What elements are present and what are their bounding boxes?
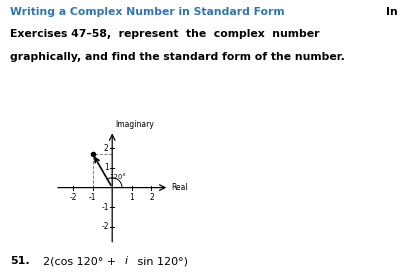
Text: -2: -2: [101, 222, 109, 231]
Text: 1: 1: [129, 193, 134, 202]
Text: In: In: [386, 7, 398, 17]
Text: Imaginary: Imaginary: [115, 120, 154, 129]
Text: 2(cos 120° +: 2(cos 120° +: [43, 256, 120, 266]
Text: graphically, and find the standard form of the number.: graphically, and find the standard form …: [10, 52, 345, 62]
Text: Writing a Complex Number in Standard Form: Writing a Complex Number in Standard For…: [10, 7, 285, 17]
Text: 51.: 51.: [10, 256, 30, 266]
Text: Exercises 47–58,  represent  the  complex  number: Exercises 47–58, represent the complex n…: [10, 29, 320, 39]
Text: -1: -1: [101, 203, 109, 212]
Text: 2: 2: [149, 193, 154, 202]
Text: i: i: [124, 256, 128, 266]
Text: 2: 2: [104, 144, 109, 153]
Text: -2: -2: [69, 193, 77, 202]
Text: 1: 1: [104, 164, 109, 172]
Text: Real: Real: [172, 183, 188, 192]
Text: sin 120°): sin 120°): [134, 256, 188, 266]
Text: 120°: 120°: [109, 174, 126, 179]
Text: -1: -1: [89, 193, 96, 202]
